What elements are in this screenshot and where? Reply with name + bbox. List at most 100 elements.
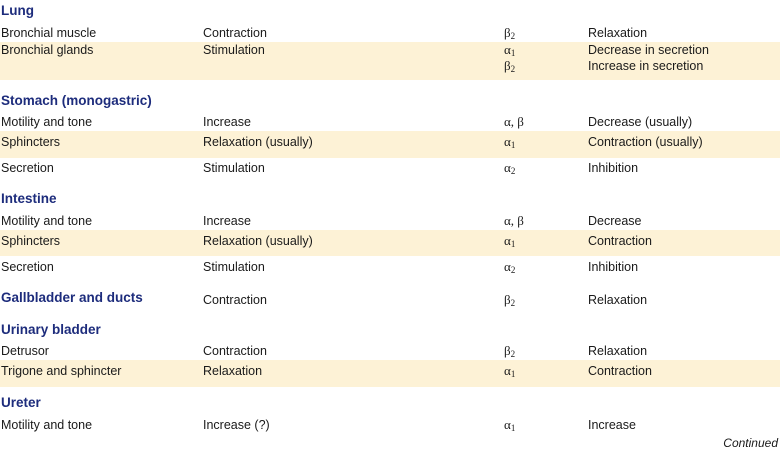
receptor-cell: α, β xyxy=(504,114,524,130)
section-header-row: Gallbladder and ducts Contraction β2 Relaxa… xyxy=(0,290,780,308)
receptor-cell: α, β xyxy=(504,213,524,229)
receptor-symbol: α1 xyxy=(504,134,516,150)
organ-label: Sphincters xyxy=(1,135,61,149)
effect-text: Inhibition xyxy=(588,161,639,175)
receptor-symbol: α1 xyxy=(504,42,516,58)
receptor-symbol: β2 xyxy=(504,343,516,359)
organ-label: Trigone and sphincter xyxy=(1,364,122,378)
response-cell: Increase (?) xyxy=(203,418,270,432)
organ-heading: Ureter xyxy=(1,395,41,410)
organ-label: Motility and tone xyxy=(1,115,93,129)
response-cell: Stimulation xyxy=(203,43,265,57)
effect-text: Decrease in secretion xyxy=(588,43,709,57)
response-cell: Contraction xyxy=(203,344,267,358)
effect-cell: Relaxation xyxy=(588,343,647,359)
receptor-subscript: 1 xyxy=(510,369,516,379)
organ-label: Motility and tone xyxy=(1,418,93,432)
receptor-cell: α1 xyxy=(504,417,515,433)
effect-cell: Inhibition xyxy=(588,259,638,275)
receptor-subscript: 2 xyxy=(510,31,516,41)
table-row: Secretion Stimulation α2 Inhibition xyxy=(0,160,780,176)
organ-label: Motility and tone xyxy=(1,214,93,228)
receptor-subscript: 2 xyxy=(510,265,516,275)
receptor-subscript: 2 xyxy=(510,64,516,74)
table-row: Motility and tone Increase α, β Decrease xyxy=(0,213,780,229)
receptor-symbol: β2 xyxy=(504,292,516,308)
organ-heading: Lung xyxy=(1,3,34,18)
response-cell: Stimulation xyxy=(203,260,265,274)
effect-text: Relaxation xyxy=(588,26,648,40)
response-cell: Relaxation (usually) xyxy=(203,135,313,149)
effect-text: Contraction xyxy=(588,234,652,248)
receptor-cell: β2 xyxy=(504,292,515,308)
table-row: Trigone and sphincter Relaxation α1 Contrac… xyxy=(0,360,780,387)
response-cell: Relaxation xyxy=(203,364,263,378)
organ-label: Bronchial muscle xyxy=(1,26,97,40)
effect-cell: Decrease in secretion Increase in secreti… xyxy=(588,42,709,74)
receptor-symbol: α1 xyxy=(504,233,516,249)
receptor-subscript: 2 xyxy=(510,349,516,359)
effect-text: Decrease (usually) xyxy=(588,115,693,129)
receptor-subscript: 2 xyxy=(510,298,516,308)
response-cell: Relaxation (usually) xyxy=(203,234,313,248)
table-row: Sphincters Relaxation (usually) α1 Contract… xyxy=(0,131,780,158)
effect-cell: Decrease xyxy=(588,213,642,229)
receptor-symbol: α2 xyxy=(504,160,516,176)
effect-cell: Inhibition xyxy=(588,160,638,176)
section-header-row: Intestine xyxy=(0,191,780,209)
organ-heading: Gallbladder and ducts xyxy=(1,290,143,305)
table-row: Secretion Stimulation α2 Inhibition xyxy=(0,259,780,275)
receptor-subscript: 1 xyxy=(510,239,516,249)
organ-heading: Stomach (monogastric) xyxy=(1,93,152,108)
effect-cell: Contraction (usually) xyxy=(588,134,703,150)
organ-heading: Intestine xyxy=(1,191,57,206)
effect-cell: Relaxation xyxy=(588,25,647,41)
receptor-symbol: α1 xyxy=(504,417,516,433)
organ-label: Bronchial glands xyxy=(1,43,94,57)
effect-text: Increase xyxy=(588,418,636,432)
organ-label: Detrusor xyxy=(1,344,49,358)
effect-text: Inhibition xyxy=(588,260,639,274)
section-header-row: Urinary bladder xyxy=(0,322,780,340)
effect-cell: Decrease (usually) xyxy=(588,114,692,130)
response-cell: Increase xyxy=(203,115,251,129)
effect-text: Contraction xyxy=(588,364,652,378)
receptor-symbol: α, β xyxy=(504,213,524,228)
response-cell: Contraction xyxy=(203,293,267,307)
effect-text: Relaxation xyxy=(588,344,648,358)
receptor-cell: α1 β2 xyxy=(504,42,515,74)
receptor-subscript: 1 xyxy=(510,140,516,150)
response-cell: Stimulation xyxy=(203,161,265,175)
section-header-row: Ureter xyxy=(0,395,780,413)
effect-cell: Contraction xyxy=(588,363,652,379)
response-cell: Contraction xyxy=(203,26,267,40)
receptor-cell: α1 xyxy=(504,233,515,249)
receptor-subscript: 1 xyxy=(510,423,516,433)
section-header-row: Lung xyxy=(0,3,780,21)
effect-text: Decrease xyxy=(588,214,642,228)
effect-text: Contraction (usually) xyxy=(588,135,703,149)
effect-cell: Relaxation xyxy=(588,292,647,308)
receptor-cell: β2 xyxy=(504,343,515,359)
effect-text: Relaxation xyxy=(588,293,648,307)
receptor-symbol: β2 xyxy=(504,25,516,41)
organ-label: Sphincters xyxy=(1,234,61,248)
organ-label: Secretion xyxy=(1,161,54,175)
receptor-symbol: α, β xyxy=(504,114,524,129)
effect-cell: Contraction xyxy=(588,233,652,249)
receptor-symbol: α1 xyxy=(504,363,516,379)
organ-label: Secretion xyxy=(1,260,54,274)
receptor-cell: α1 xyxy=(504,134,515,150)
receptor-cell: α2 xyxy=(504,259,515,275)
table-row: Detrusor Contraction β2 Relaxation xyxy=(0,343,780,359)
receptor-cell: β2 xyxy=(504,25,515,41)
receptor-symbol: α2 xyxy=(504,259,516,275)
receptor-cell: α1 xyxy=(504,363,515,379)
organ-heading: Urinary bladder xyxy=(1,322,101,337)
table-row: Bronchial muscle Contraction β2 Relaxation xyxy=(0,25,780,41)
receptor-subscript: 1 xyxy=(510,48,516,58)
response-cell: Increase xyxy=(203,214,251,228)
table-row: Sphincters Relaxation (usually) α1 Contract… xyxy=(0,230,780,256)
table-row: Bronchial glands Stimulation α1 β2 Decrease … xyxy=(0,42,780,80)
table-row: Motility and tone Increase α, β Decrease (u… xyxy=(0,114,780,130)
